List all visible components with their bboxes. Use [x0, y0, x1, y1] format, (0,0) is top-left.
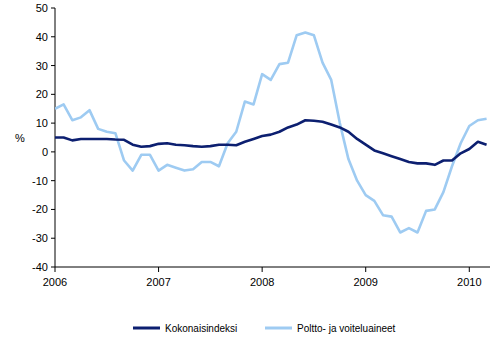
- y-tick: [51, 151, 55, 152]
- y-tick-label: 50: [36, 2, 48, 14]
- plot-area: [55, 32, 487, 232]
- y-tick: [51, 8, 55, 9]
- series-line: [55, 120, 487, 165]
- legend-label: Poltto- ja voiteluaineet: [297, 323, 396, 334]
- y-tick-label: -30: [32, 232, 48, 244]
- y-tick-label: -10: [32, 175, 48, 187]
- x-tick-label: 2008: [250, 276, 274, 288]
- y-tick: [51, 267, 55, 268]
- y-tick: [51, 65, 55, 66]
- x-tick: [262, 267, 263, 272]
- x-tick-label: 2007: [146, 276, 170, 288]
- y-tick-label: 20: [36, 88, 48, 100]
- y-tick-label: -20: [32, 203, 48, 215]
- legend-swatch: [265, 327, 292, 330]
- x-axis: [55, 267, 490, 268]
- y-tick-label: 0: [42, 146, 48, 158]
- y-tick: [51, 94, 55, 95]
- y-tick-label: 40: [36, 31, 48, 43]
- legend-swatch: [133, 327, 160, 330]
- y-tick: [51, 36, 55, 37]
- y-tick: [51, 238, 55, 239]
- y-tick-label: 30: [36, 60, 48, 72]
- series-line: [55, 32, 487, 232]
- x-tick-label: 2009: [353, 276, 377, 288]
- y-tick-label: -40: [32, 261, 48, 273]
- y-tick: [51, 209, 55, 210]
- x-tick: [365, 267, 366, 272]
- y-tick-label: 10: [36, 117, 48, 129]
- x-tick-label: 2010: [457, 276, 481, 288]
- x-tick: [55, 267, 56, 272]
- x-tick: [158, 267, 159, 272]
- y-tick: [51, 180, 55, 181]
- y-axis-label: %: [15, 132, 25, 144]
- x-tick: [469, 267, 470, 272]
- x-tick-label: 2006: [43, 276, 67, 288]
- y-tick: [51, 123, 55, 124]
- legend-label: Kokonaisindeksi: [165, 323, 237, 334]
- chart: -40 -30 -20 -10 0 10 20 30 40 50% 2006 2007 2008 2009…: [0, 0, 501, 349]
